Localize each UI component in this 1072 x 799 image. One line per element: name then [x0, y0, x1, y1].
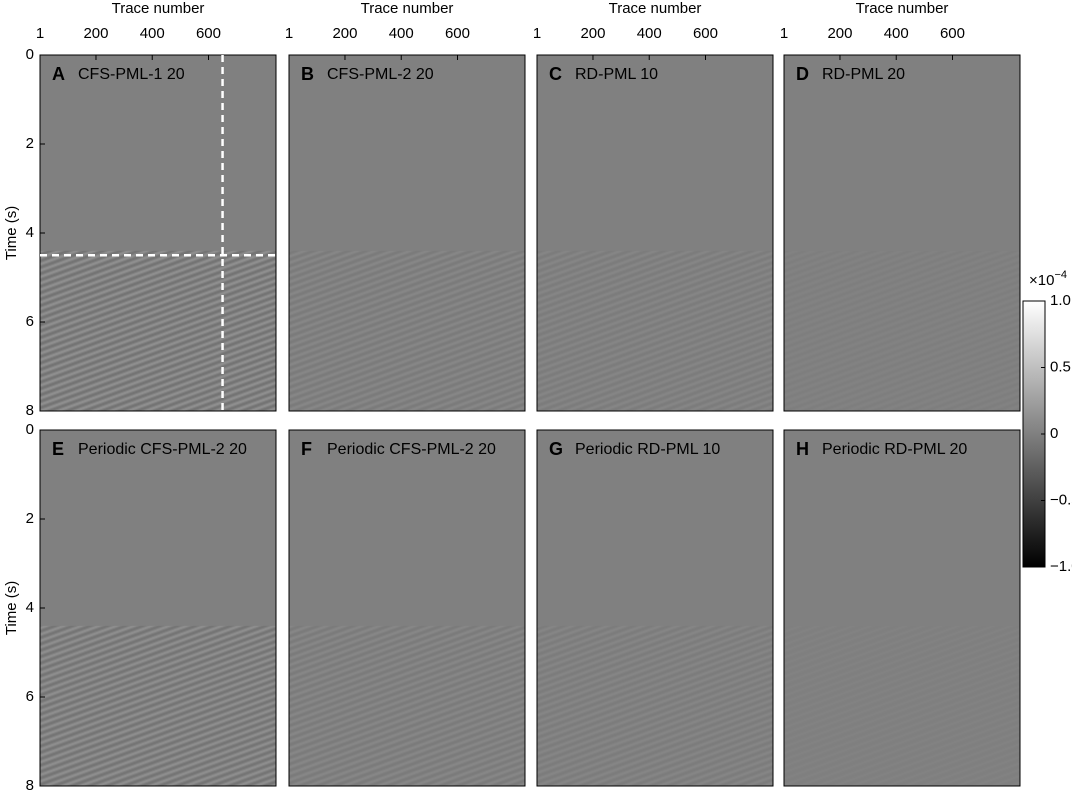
panel-title: Periodic RD-PML 10 [575, 441, 720, 458]
panel-title: Periodic RD-PML 20 [822, 441, 967, 458]
panel-letter: C [549, 64, 562, 84]
x-tick-label: 600 [445, 25, 470, 42]
x-axis-label: Trace number [361, 0, 454, 17]
scale-base: ×10 [1029, 272, 1054, 289]
y-tick-label: 4 [26, 599, 34, 616]
panel-title: Periodic CFS-PML-2 20 [78, 441, 247, 458]
y-tick-label: 2 [26, 510, 34, 527]
wavefield-texture [289, 625, 525, 786]
colorbar-tick-label: 1.0 [1050, 292, 1071, 309]
panel-letter: A [52, 64, 65, 84]
x-axis-label: Trace number [112, 0, 205, 17]
wavefield-texture [784, 250, 1020, 411]
panel-title: RD-PML 10 [575, 66, 658, 83]
panel-frame [536, 429, 774, 787]
panel-title: Periodic CFS-PML-2 20 [327, 441, 496, 458]
panel-title: CFS-PML-1 20 [78, 66, 185, 83]
x-tick-label: 600 [693, 25, 718, 42]
x-tick-label: 400 [884, 25, 909, 42]
x-tick-label: 200 [580, 25, 605, 42]
x-tick-label: 400 [389, 25, 414, 42]
y-tick-label: 8 [26, 402, 34, 419]
y-tick-label: 4 [26, 224, 34, 241]
panel-frame [536, 54, 774, 412]
panel-title: CFS-PML-2 20 [327, 66, 434, 83]
y-tick-label: 6 [26, 313, 34, 330]
panel-frame [783, 429, 1021, 787]
wavefield-texture [537, 250, 773, 411]
y-tick-label: 8 [26, 777, 34, 794]
panel-title: RD-PML 20 [822, 66, 905, 83]
colorbar-tick-label: −1.0 [1050, 558, 1072, 575]
wavefield-texture [289, 250, 525, 411]
x-tick-label: 600 [940, 25, 965, 42]
x-tick-label: 1 [533, 25, 541, 42]
y-tick-label: 0 [26, 421, 34, 438]
y-tick-label: 6 [26, 688, 34, 705]
x-tick-label: 400 [140, 25, 165, 42]
scale-exponent: −4 [1054, 269, 1067, 281]
panel-letter: E [52, 439, 64, 459]
x-tick-label: 1 [36, 25, 44, 42]
colorbar-tick-label: 0 [1050, 425, 1058, 442]
y-tick-label: 0 [26, 46, 34, 63]
x-axis-label: Trace number [609, 0, 702, 17]
panel-frame [288, 429, 526, 787]
panel-letter: B [301, 64, 314, 84]
x-tick-label: 1 [285, 25, 293, 42]
colorbar-scale: ×10−4 [1029, 269, 1067, 289]
panel-frame [783, 54, 1021, 412]
y-tick-label: 2 [26, 135, 34, 152]
x-tick-label: 200 [332, 25, 357, 42]
x-tick-label: 200 [83, 25, 108, 42]
x-tick-label: 600 [196, 25, 221, 42]
colorbar-tick-label: −0.5 [1050, 491, 1072, 508]
panel-frame [288, 54, 526, 412]
colorbar-tick-label: 0.5 [1050, 358, 1071, 375]
x-axis-label: Trace number [856, 0, 949, 17]
y-axis-label: Time (s) [3, 206, 20, 260]
wavefield-texture [537, 625, 773, 786]
wavefield-texture [40, 625, 276, 786]
x-tick-label: 400 [637, 25, 662, 42]
y-axis-label: Time (s) [3, 581, 20, 635]
x-tick-label: 1 [780, 25, 788, 42]
wavefield-texture [784, 625, 1020, 786]
panel-letter: G [549, 439, 563, 459]
panel-letter: F [301, 439, 312, 459]
wavefield-texture [40, 250, 276, 411]
panel-letter: D [796, 64, 809, 84]
panel-letter: H [796, 439, 809, 459]
x-tick-label: 200 [827, 25, 852, 42]
